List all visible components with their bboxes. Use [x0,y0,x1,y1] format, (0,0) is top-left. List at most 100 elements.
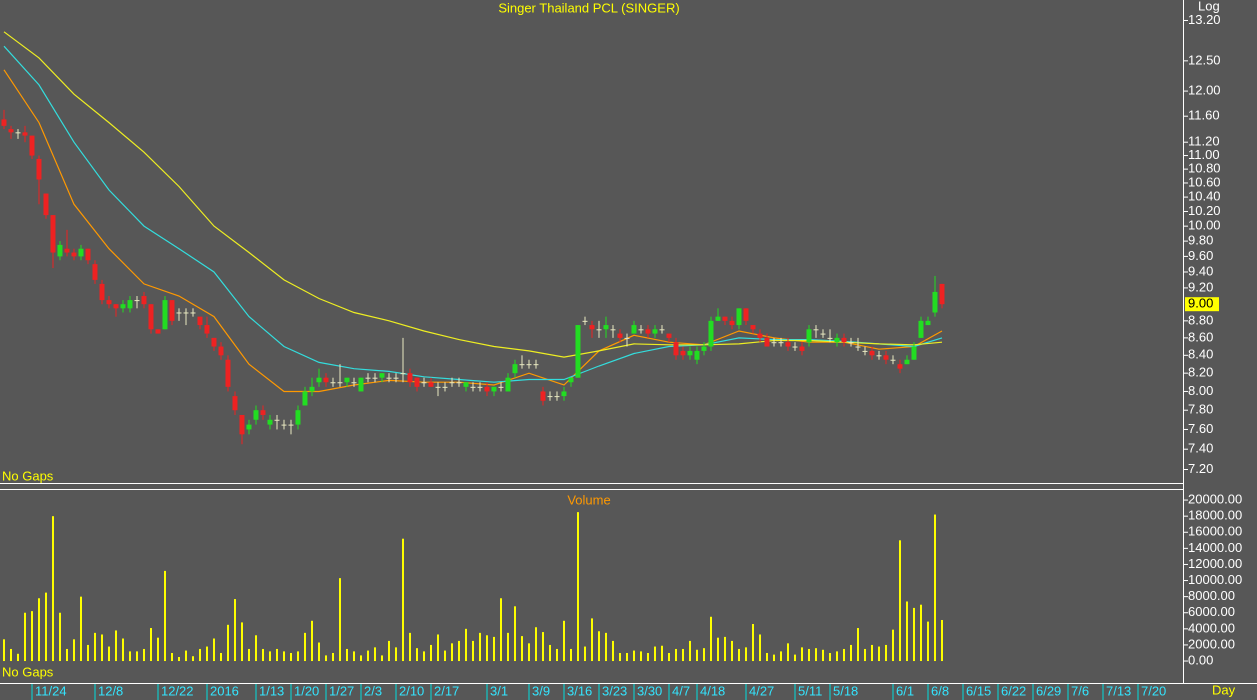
y-tick-label: 11.20 [1188,134,1220,149]
volume-bar [247,648,250,662]
volume-bar [793,654,796,662]
volume-bar [898,540,901,662]
volume-bar [429,644,432,662]
volume-bar [296,651,299,662]
volume-bar [170,652,173,662]
volume-bar [457,640,460,662]
volume-bar [730,640,733,662]
volume-bar [128,651,131,662]
candle-body [918,320,924,338]
candle-body [792,346,798,348]
volume-bar [835,651,838,662]
x-tick-label: 4/7 [672,683,690,698]
volume-bar [695,649,698,662]
x-tick-label: 7/6 [1071,683,1089,698]
y-tick-label: 9.20 [1188,279,1213,294]
volume-bar [856,628,859,662]
volume-bar [863,648,866,662]
x-tick-label: 4/27 [749,683,774,698]
x-tick-label: 6/22 [1001,683,1026,698]
y-tick-label: 7.20 [1188,461,1213,476]
volume-bar [93,632,96,662]
candle-body [351,382,357,384]
y-tick-label: 18000.00 [1188,508,1242,523]
candle-body [582,320,588,322]
volume-bar [352,651,355,662]
y-tick-label: 0.00 [1188,652,1213,667]
candle-body [617,333,623,338]
volume-bar [527,643,530,662]
candle-body [43,193,49,216]
y-tick-label: 11.00 [1188,147,1220,162]
candle-body [141,296,147,305]
volume-bar [548,644,551,662]
candle-body [120,304,126,309]
volume-bar [541,632,544,662]
volume-bar [275,648,278,662]
volume-bar [632,650,635,662]
candle-body [666,333,672,338]
y-tick-label: 8000.00 [1188,588,1235,603]
candle-body [162,300,168,330]
candle-body [820,333,826,335]
candle-body [15,132,21,134]
candle-body [8,129,14,133]
volume-bar [268,651,271,662]
volume-bar [205,646,208,662]
volume-bar [226,624,229,662]
volume-bar [653,646,656,662]
volume-bar [800,647,803,662]
candle-body [827,337,833,339]
candle-body [176,312,182,314]
volume-bar [408,632,411,662]
x-tick-label: 1/27 [329,683,354,698]
volume-bar [877,646,880,662]
volume-bar [604,632,607,662]
candle-body [295,410,301,425]
y-tick-label: 7.40 [1188,441,1213,456]
candle-body [540,391,546,401]
volume-bar [723,636,726,662]
candle-body [106,300,112,305]
volume-bar [828,652,831,662]
candle-body [428,382,434,387]
volume-bar [492,636,495,662]
volume-bar [667,652,670,662]
volume-bar [394,647,397,662]
volume-bar [905,601,908,662]
volume-bar [254,635,257,662]
candle-body [757,333,763,338]
x-tick-label: 2/17 [434,683,459,698]
candle-body [491,386,497,392]
volume-bar [499,598,502,662]
volume-bar [72,639,75,662]
x-tick-label: 2016 [210,683,239,698]
x-tick-label: 3/16 [567,683,592,698]
x-tick-label: 2/10 [399,683,424,698]
candle-body [904,359,910,365]
y-tick-label: 9.80 [1188,233,1213,248]
candle-body [260,410,266,415]
candle-body [764,337,770,347]
volume-bar [415,648,418,662]
volume-bar [380,655,383,662]
candle-body [890,359,896,361]
volume-bar [912,607,915,662]
volume-bar [681,648,684,662]
candle-body [267,419,273,425]
last-price-box [1185,297,1219,312]
candle-body [869,350,875,356]
volume-bar [660,645,663,662]
volume-bar [471,640,474,662]
volume-bar [156,637,159,662]
y-tick-label: 8.00 [1188,383,1213,398]
candle-body [337,382,343,384]
candle-body [715,316,721,321]
volume-bar [401,538,404,662]
candle-body [78,248,84,257]
volume-bar [16,653,19,662]
x-tick-label: 7/13 [1106,683,1131,698]
volume-bar [611,640,614,662]
candle-body [50,215,56,253]
candle-body [876,355,882,357]
